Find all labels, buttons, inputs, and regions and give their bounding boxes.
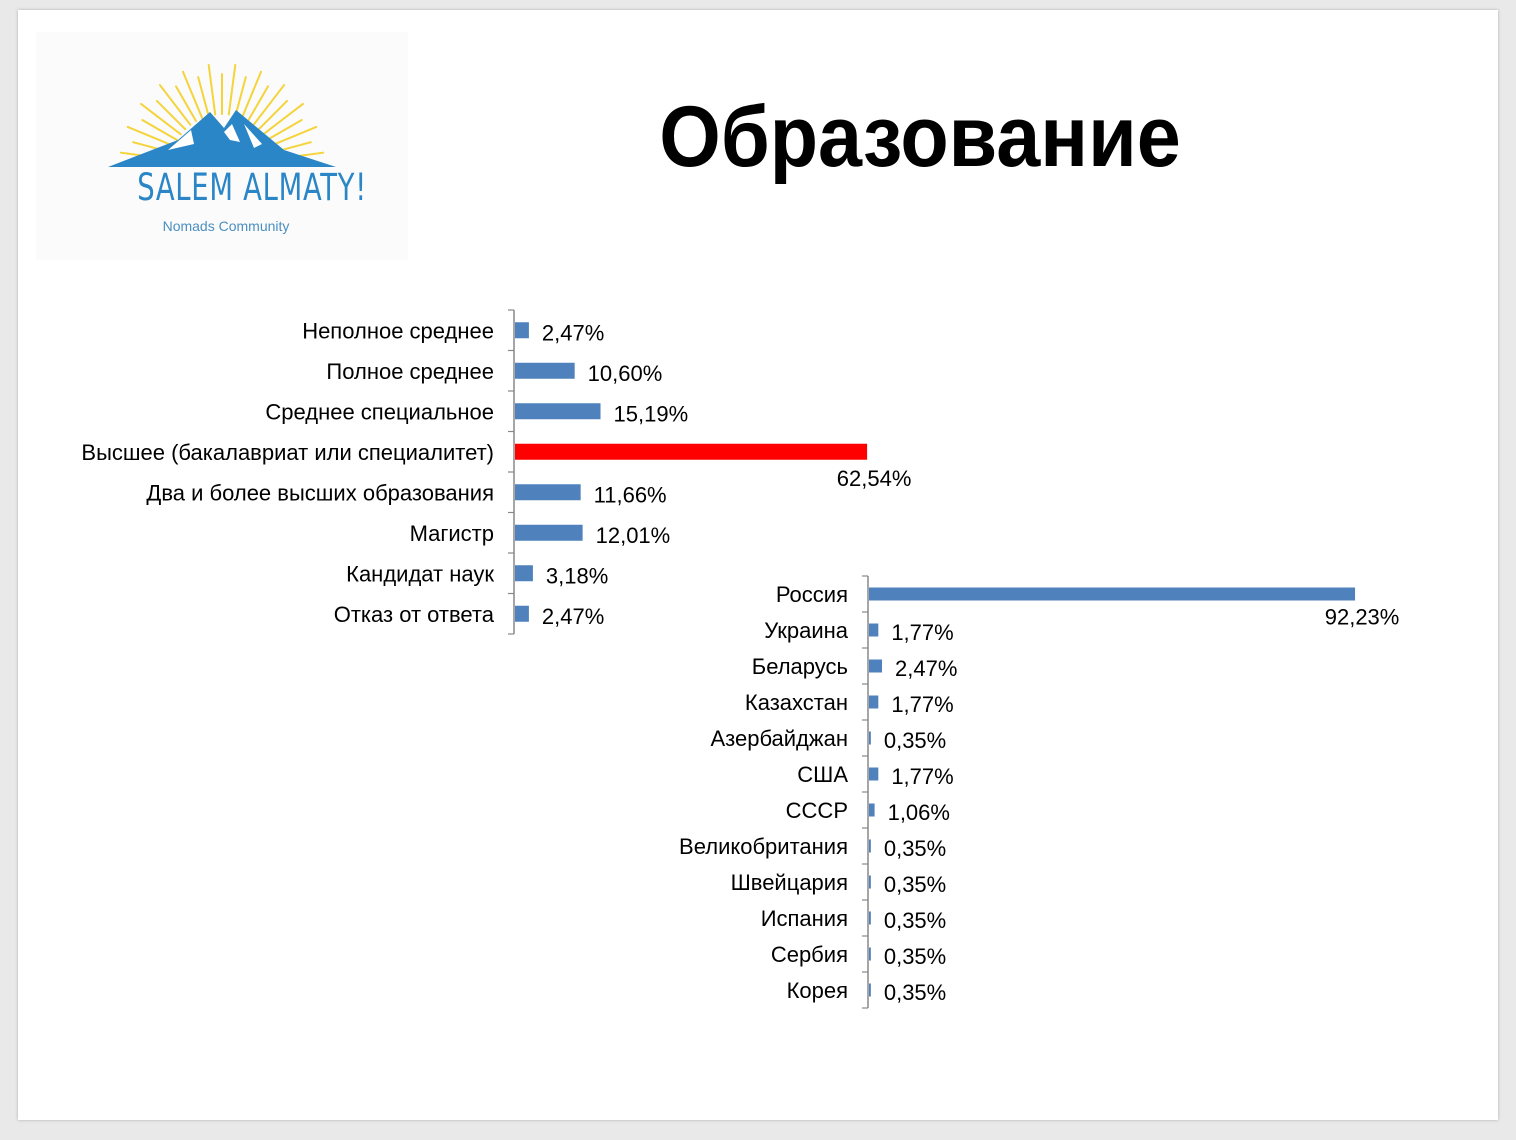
- education-value-label: 15,19%: [614, 401, 689, 426]
- country-category-label: Швейцария: [731, 870, 848, 895]
- country-category-label: США: [797, 762, 848, 787]
- sun-ray: [197, 76, 210, 117]
- country-bar: [869, 911, 871, 925]
- education-category-label: Высшее (бакалавриат или специалитет): [81, 440, 494, 465]
- country-category-label: Азербайджан: [710, 726, 848, 751]
- education-bar: [515, 524, 583, 541]
- sun-ray: [247, 85, 269, 122]
- education-category-label: Кандидат наук: [346, 561, 494, 586]
- country-category-label: Сербия: [771, 942, 848, 967]
- education-value-label: 2,47%: [542, 604, 604, 629]
- education-category-label: Полное среднее: [326, 359, 494, 384]
- sun-ray: [234, 76, 247, 117]
- country-value-label: 1,77%: [891, 692, 953, 717]
- country-bar: [869, 875, 871, 889]
- country-bar: [869, 695, 879, 709]
- country-bar: [869, 659, 883, 673]
- country-bar: [869, 803, 875, 817]
- education-bar: [515, 605, 529, 622]
- country-value-label: 0,35%: [884, 908, 946, 933]
- sun-ray: [269, 125, 318, 148]
- education-category-label: Отказ от ответа: [334, 602, 495, 627]
- country-bar: [869, 983, 871, 997]
- country-category-label: Казахстан: [745, 690, 848, 715]
- country-bar: [869, 623, 879, 637]
- education-value-label: 62,54%: [837, 466, 912, 491]
- country-category-label: Испания: [761, 906, 848, 931]
- sun-ray: [155, 99, 187, 131]
- sun-ray: [141, 119, 178, 141]
- education-bar: [515, 403, 601, 420]
- sun-ray: [252, 84, 286, 126]
- education-category-label: Среднее специальное: [265, 399, 494, 424]
- country-category-label: Россия: [776, 582, 848, 607]
- education-category-label: Два и более высших образования: [146, 480, 494, 505]
- country-value-label: 0,35%: [884, 944, 946, 969]
- country-bar: [869, 947, 871, 961]
- country-value-label: 0,35%: [884, 980, 946, 1005]
- education-bar: [515, 322, 529, 339]
- country-chart: Россия 92,23% Украина 1,77% Беларусь 2,47% Каз…: [679, 575, 1400, 1009]
- sun-ray: [126, 125, 175, 148]
- logo-tagline: Nomads Community: [162, 218, 290, 234]
- sun-ray: [262, 102, 304, 136]
- country-category-label: Беларусь: [752, 654, 848, 679]
- country-category-label: Корея: [787, 978, 848, 1003]
- sun-mountain-icon: [108, 63, 336, 167]
- country-value-label: 2,47%: [895, 656, 957, 681]
- education-chart: Неполное среднее 2,47% Полное среднее 10,60…: [81, 309, 912, 635]
- country-value-label: 0,35%: [884, 836, 946, 861]
- country-category-label: СССР: [786, 798, 848, 823]
- education-bar: [515, 484, 581, 501]
- education-value-label: 2,47%: [542, 320, 604, 345]
- sun-ray: [240, 70, 263, 119]
- country-value-label: 92,23%: [1325, 605, 1400, 630]
- education-bar: [515, 362, 575, 379]
- sun-ray: [207, 63, 217, 116]
- sun-ray: [181, 70, 204, 119]
- education-bar: [515, 565, 533, 582]
- country-value-label: 0,35%: [884, 728, 946, 753]
- education-bar: [515, 443, 868, 460]
- sun-ray: [140, 102, 182, 136]
- country-category-label: Украина: [764, 618, 849, 643]
- sun-ray: [257, 99, 289, 131]
- country-value-label: 0,35%: [884, 872, 946, 897]
- country-value-label: 1,77%: [891, 620, 953, 645]
- country-value-label: 1,77%: [891, 764, 953, 789]
- logo: SALEM ALMATY! Nomads Community: [36, 32, 408, 260]
- education-value-label: 3,18%: [546, 563, 608, 588]
- education-value-label: 12,01%: [596, 523, 671, 548]
- country-bar: [869, 587, 1356, 601]
- country-category-label: Великобритания: [679, 834, 848, 859]
- country-bar: [869, 767, 879, 781]
- country-bar: [869, 731, 871, 745]
- education-value-label: 11,66%: [594, 482, 667, 507]
- sun-ray: [158, 84, 192, 126]
- sun-ray: [227, 63, 237, 116]
- sun-ray: [175, 85, 197, 122]
- education-category-label: Магистр: [410, 521, 494, 546]
- education-value-label: 10,60%: [588, 361, 663, 386]
- education-category-label: Неполное среднее: [302, 318, 494, 343]
- country-value-label: 1,06%: [888, 800, 950, 825]
- slide-title: Образование: [659, 89, 1181, 185]
- sun-ray: [266, 119, 303, 141]
- country-bar: [869, 839, 871, 853]
